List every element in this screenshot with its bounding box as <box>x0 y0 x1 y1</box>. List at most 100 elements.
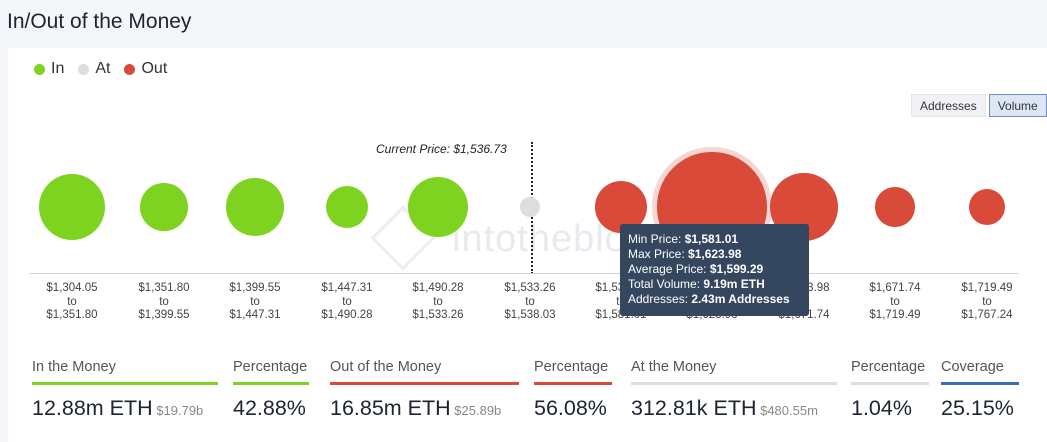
stat-4: At the Money 312.81k ETH $480.55m <box>631 359 837 421</box>
legend-dot-out <box>124 63 136 75</box>
range-label: $1,671.74 to $1,719.49 <box>855 282 935 323</box>
range-from: $1,719.49 <box>961 282 1013 294</box>
range-from: $1,533.26 <box>504 282 556 294</box>
volume-button[interactable]: Volume <box>988 94 1047 117</box>
range-to: $1,351.80 <box>46 309 98 321</box>
bubble-in[interactable] <box>407 176 469 238</box>
legend-label-at: At <box>95 60 111 77</box>
stat-value: 25.15% <box>941 396 1019 421</box>
range-to-word: to <box>67 295 77 308</box>
stat-value: 12.88m ETH $19.79b <box>32 396 218 421</box>
metric-toggle: Addresses Volume <box>911 94 1047 117</box>
stat-label: Percentage <box>534 359 609 375</box>
bubble-in[interactable] <box>39 174 105 240</box>
range-to-word: to <box>525 295 535 308</box>
tooltip-addresses-row: Addresses: 2.43m Addresses <box>628 292 790 306</box>
stat-label: At the Money <box>631 359 717 375</box>
header-bar: In/Out of the Money <box>0 0 1047 48</box>
range-label: $1,719.49 to $1,767.24 <box>947 282 1027 323</box>
stat-label: Percentage <box>233 359 308 375</box>
legend: In At Out <box>34 60 167 78</box>
page-title: In/Out of the Money <box>7 10 192 33</box>
current-price-label: Current Price: $1,536.73 <box>376 142 507 156</box>
stat-3: Percentage 56.08% <box>534 359 612 421</box>
stat-value: 312.81k ETH $480.55m <box>631 396 837 421</box>
stat-value-usd: $25.89b <box>450 403 502 418</box>
bubble-in[interactable] <box>140 183 188 231</box>
stat-1: Percentage 42.88% <box>233 359 309 421</box>
range-to-word: to <box>250 295 260 308</box>
range-label: $1,533.26 to $1,538.03 <box>490 282 570 323</box>
range-to-word: to <box>433 295 443 308</box>
stat-6: Coverage 25.15% <box>941 359 1019 421</box>
stat-value-main: 16.85m ETH <box>330 396 451 420</box>
stat-value-main: 25.15% <box>941 396 1014 420</box>
legend-item-out[interactable]: Out <box>124 60 167 78</box>
stat-label: In the Money <box>32 359 116 375</box>
range-to: $1,490.28 <box>321 309 373 321</box>
legend-item-in[interactable]: In <box>34 60 64 78</box>
range-from: $1,490.28 <box>412 282 464 294</box>
stat-value: 56.08% <box>534 396 612 421</box>
tooltip-min-row: Min Price: $1,581.01 <box>628 232 739 246</box>
legend-label-in: In <box>51 60 65 77</box>
tooltip-avg-row: Average Price: $1,599.29 <box>628 262 764 276</box>
stat-underline <box>851 382 929 385</box>
bubble-at[interactable] <box>520 197 540 217</box>
stat-value-main: 1.04% <box>851 396 912 420</box>
stat-0: In the Money 12.88m ETH $19.79b <box>32 359 218 421</box>
range-to-word: to <box>982 295 992 308</box>
x-axis-line <box>30 273 1018 274</box>
stat-label: Coverage <box>941 359 1004 375</box>
range-to-word: to <box>159 295 169 308</box>
range-to: $1,399.55 <box>138 309 190 321</box>
legend-label-out: Out <box>141 60 168 77</box>
stat-value-usd: $19.79b <box>152 403 204 418</box>
bubble-out[interactable] <box>875 187 915 227</box>
bubble-in[interactable] <box>226 178 284 236</box>
stat-2: Out of the Money 16.85m ETH $25.89b <box>330 359 519 421</box>
stat-value: 1.04% <box>851 396 929 421</box>
range-to-word: to <box>342 295 352 308</box>
bubble-in[interactable] <box>325 185 369 229</box>
range-from: $1,447.31 <box>321 282 373 294</box>
bubble-out[interactable] <box>969 189 1005 225</box>
stat-label: Out of the Money <box>330 359 442 375</box>
legend-dot-at <box>78 63 90 75</box>
range-label: $1,399.55 to $1,447.31 <box>215 282 295 323</box>
range-to-word: to <box>890 295 900 308</box>
range-label: $1,447.31 to $1,490.28 <box>307 282 387 323</box>
range-to: $1,538.03 <box>504 309 556 321</box>
tooltip-max-row: Max Price: $1,623.98 <box>628 247 742 261</box>
range-to: $1,719.49 <box>869 309 921 321</box>
range-from: $1,399.55 <box>229 282 281 294</box>
range-label: $1,351.80 to $1,399.55 <box>124 282 204 323</box>
stat-underline <box>534 382 612 385</box>
stat-value: 42.88% <box>233 396 309 421</box>
legend-dot-in <box>34 63 45 75</box>
range-label: $1,490.28 to $1,533.26 <box>398 282 478 323</box>
bubble-tooltip: Min Price: $1,581.01 Max Price: $1,623.9… <box>620 224 809 316</box>
tooltip-volume-row: Total Volume: 9.19m ETH <box>628 277 765 291</box>
stat-value-main: 12.88m ETH <box>32 396 153 420</box>
stat-underline <box>32 382 218 385</box>
chart-panel <box>8 48 1047 442</box>
stat-underline <box>941 382 1019 385</box>
stat-underline <box>233 382 309 385</box>
range-from: $1,351.80 <box>138 282 190 294</box>
stat-value-main: 42.88% <box>233 396 306 420</box>
range-to: $1,447.31 <box>229 309 281 321</box>
addresses-button[interactable]: Addresses <box>911 94 986 117</box>
stat-label: Percentage <box>851 359 926 375</box>
range-to: $1,533.26 <box>412 309 464 321</box>
stat-5: Percentage 1.04% <box>851 359 929 421</box>
stat-value-main: 56.08% <box>534 396 607 420</box>
range-from: $1,304.05 <box>46 282 98 294</box>
stat-underline <box>631 382 837 385</box>
legend-item-at[interactable]: At <box>78 60 110 78</box>
range-from: $1,671.74 <box>869 282 921 294</box>
stat-value: 16.85m ETH $25.89b <box>330 396 519 421</box>
stat-value-main: 312.81k ETH <box>631 396 757 420</box>
stat-value-usd: $480.55m <box>756 403 818 418</box>
